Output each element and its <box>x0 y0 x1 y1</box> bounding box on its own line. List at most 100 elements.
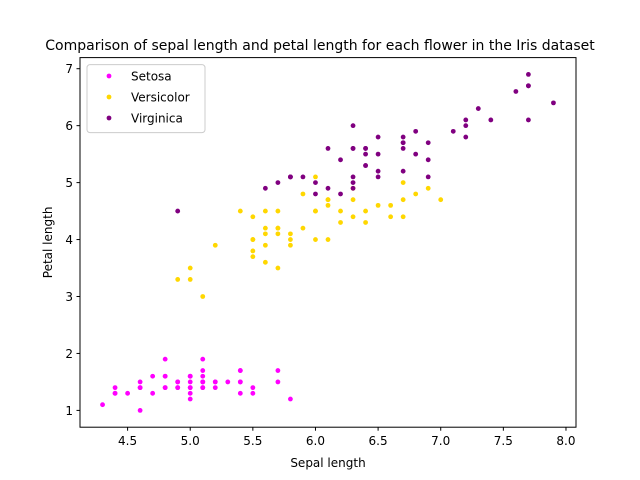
x-tick-label: 7.0 <box>431 434 450 448</box>
point-setosa <box>137 379 143 385</box>
point-versicolor <box>350 197 356 203</box>
point-versicolor <box>400 180 406 186</box>
point-virginica <box>526 117 531 123</box>
point-versicolor <box>262 259 268 265</box>
point-virginica <box>338 157 343 163</box>
point-versicolor <box>200 294 206 299</box>
point-virginica <box>375 168 381 174</box>
point-versicolor <box>363 208 368 214</box>
point-versicolor <box>300 225 306 231</box>
point-versicolor <box>212 242 218 248</box>
point-setosa <box>237 368 243 373</box>
y-axis-label: Petal length <box>41 207 55 279</box>
point-setosa <box>200 368 206 373</box>
point-setosa <box>175 385 181 391</box>
legend-marker <box>106 94 112 100</box>
y-tick-label: 7 <box>65 62 73 76</box>
point-virginica <box>338 191 343 197</box>
point-versicolor <box>275 265 281 271</box>
point-virginica <box>275 180 281 186</box>
point-setosa <box>200 385 206 391</box>
point-versicolor <box>237 208 243 214</box>
legend-box <box>86 64 206 134</box>
point-virginica <box>413 151 419 157</box>
point-versicolor <box>338 208 343 214</box>
point-virginica <box>363 146 368 151</box>
point-setosa <box>112 390 118 396</box>
point-virginica <box>175 208 181 214</box>
point-versicolor <box>275 208 281 214</box>
y-tick-label: 6 <box>65 119 73 133</box>
point-setosa <box>250 385 256 391</box>
point-setosa <box>237 390 243 396</box>
point-virginica <box>363 163 368 168</box>
point-versicolor <box>425 185 431 191</box>
axes-layer: 4.5 5.0 5.5 6.0 6.5 7.0 7.5 8.0 1 2 3 4 5 6 7 <box>65 62 575 448</box>
point-setosa <box>162 356 168 362</box>
point-versicolor <box>313 237 318 242</box>
point-virginica <box>450 128 456 134</box>
point-setosa <box>200 356 206 362</box>
point-versicolor <box>400 214 406 220</box>
point-versicolor <box>262 231 268 237</box>
point-versicolor <box>300 191 306 197</box>
legend-label: Setosa <box>131 70 172 84</box>
point-setosa <box>150 390 156 396</box>
point-virginica <box>425 140 431 146</box>
point-versicolor <box>250 248 256 254</box>
point-setosa <box>200 379 206 385</box>
point-virginica <box>400 146 406 151</box>
legend-label: Versicolor <box>131 91 190 105</box>
points-layer <box>100 72 556 413</box>
point-setosa <box>288 396 293 402</box>
point-versicolor <box>400 197 406 203</box>
chart-title: Comparison of sepal length and petal len… <box>45 38 595 54</box>
point-versicolor <box>187 265 193 271</box>
point-virginica <box>375 134 381 140</box>
legend-label: Virginica <box>131 112 183 126</box>
point-setosa <box>125 390 130 396</box>
point-versicolor <box>350 214 356 220</box>
point-virginica <box>400 140 406 146</box>
point-virginica <box>526 72 531 77</box>
x-tick-label: 5.0 <box>181 434 200 448</box>
y-tick-label: 4 <box>65 233 73 247</box>
point-setosa <box>112 385 118 391</box>
point-setosa <box>162 373 168 379</box>
x-tick-label: 6.0 <box>306 434 325 448</box>
point-versicolor <box>313 174 318 180</box>
point-virginica <box>413 128 419 134</box>
point-setosa <box>187 385 193 391</box>
point-virginica <box>350 180 356 186</box>
point-virginica <box>325 185 331 191</box>
point-virginica <box>513 89 519 94</box>
plot-frame <box>79 57 577 428</box>
x-tick-label: 5.5 <box>243 434 262 448</box>
point-versicolor <box>388 202 394 208</box>
point-setosa <box>137 408 143 413</box>
point-versicolor <box>313 208 318 214</box>
point-virginica <box>400 134 406 140</box>
point-versicolor <box>288 242 293 248</box>
point-versicolor <box>338 220 343 225</box>
point-setosa <box>212 385 218 391</box>
point-virginica <box>350 174 356 180</box>
point-virginica <box>375 174 381 180</box>
point-virginica <box>375 151 381 157</box>
x-axis-label: Sepal length <box>290 456 365 470</box>
point-setosa <box>175 379 181 385</box>
point-virginica <box>551 100 556 106</box>
point-virginica <box>475 106 481 111</box>
point-virginica <box>488 117 494 123</box>
point-virginica <box>425 174 431 180</box>
point-setosa <box>137 385 143 391</box>
point-versicolor <box>413 191 419 197</box>
point-versicolor <box>438 197 444 203</box>
point-virginica <box>262 185 268 191</box>
x-tick-label: 7.5 <box>494 434 513 448</box>
point-versicolor <box>275 231 281 237</box>
x-tick-label: 4.5 <box>118 434 137 448</box>
legend: Setosa Versicolor Virginica <box>86 64 206 134</box>
point-setosa <box>212 379 218 385</box>
